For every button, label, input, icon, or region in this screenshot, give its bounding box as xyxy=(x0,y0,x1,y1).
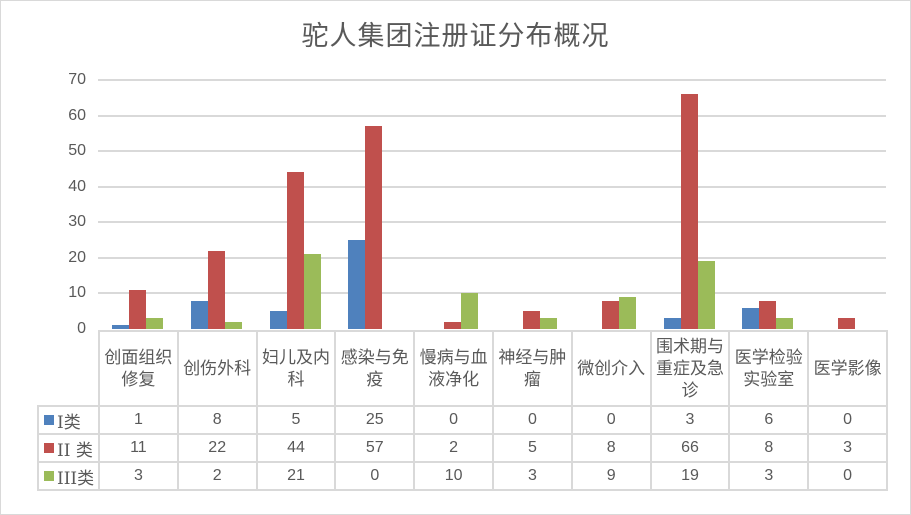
category-header: 创伤外科 xyxy=(176,330,256,405)
legend-label: I类 xyxy=(57,412,81,433)
gridline xyxy=(98,150,886,153)
bar-2 xyxy=(601,300,619,329)
category-header: 创面组织 修复 xyxy=(98,330,177,405)
category-header: 感染与免疫 xyxy=(334,330,414,405)
table-cell: 21 xyxy=(255,461,335,489)
bar-2 xyxy=(286,172,304,329)
category-header: 慢病与血 液净化 xyxy=(413,330,492,405)
legend-label: II 类 xyxy=(57,440,93,461)
table-cell: 6 xyxy=(728,405,808,433)
category-header: 妇儿及内科 xyxy=(255,330,335,405)
bar-2 xyxy=(365,126,383,329)
y-axis-tick-label: 60 xyxy=(68,106,86,124)
bar-3 xyxy=(697,261,715,329)
table-cell: 0 xyxy=(334,461,414,489)
table-cell: 0 xyxy=(413,405,492,433)
category-header: 医学检验 实验室 xyxy=(728,330,808,405)
table-cell: 5 xyxy=(255,405,335,433)
table-cell: 8 xyxy=(570,433,650,461)
y-axis-tick-label: 0 xyxy=(77,320,86,337)
bar-2 xyxy=(522,311,540,329)
y-axis-tick-label: 20 xyxy=(68,248,86,266)
bar-1 xyxy=(348,240,366,329)
legend-entry: II 类 xyxy=(37,433,98,461)
bar-1 xyxy=(111,325,129,329)
table-cell: 8 xyxy=(728,433,808,461)
category-header: 神经与肿瘤 xyxy=(492,330,571,405)
table-cell: 11 xyxy=(98,433,177,461)
chart-title: 驼人集团注册证分布概况 xyxy=(301,21,610,52)
gridline xyxy=(98,292,886,295)
table-cell: 66 xyxy=(649,433,729,461)
bar-2 xyxy=(838,318,856,329)
table-cell: 5 xyxy=(492,433,571,461)
gridline xyxy=(98,185,886,188)
bar-1 xyxy=(269,311,287,329)
y-axis-tick-label: 30 xyxy=(68,213,86,231)
table-cell: 8 xyxy=(176,405,256,433)
y-axis-tick-label: 40 xyxy=(68,177,86,195)
category-header: 医学影像 xyxy=(807,330,886,405)
bar-3 xyxy=(776,318,794,329)
table-cell: 9 xyxy=(570,461,650,489)
table-cell: 1 xyxy=(98,405,177,433)
bar-3 xyxy=(224,321,242,329)
legend-swatch-icon xyxy=(44,471,54,481)
table-cell: 0 xyxy=(570,405,650,433)
gridline xyxy=(98,256,886,259)
table-cell: 0 xyxy=(807,405,886,433)
bar-2 xyxy=(207,250,225,329)
bar-2 xyxy=(759,300,777,329)
table-border xyxy=(37,489,888,491)
gridline xyxy=(98,79,886,81)
y-axis-tick-label: 10 xyxy=(68,284,86,302)
gridline xyxy=(98,114,886,117)
legend-entry: I类 xyxy=(37,405,98,433)
legend-entry: III类 xyxy=(37,461,98,489)
bar-1 xyxy=(742,307,760,329)
bar-2 xyxy=(128,289,146,329)
bar-3 xyxy=(618,296,636,329)
bar-3 xyxy=(145,318,163,329)
table-cell: 25 xyxy=(334,405,414,433)
table-cell: 22 xyxy=(176,433,256,461)
bar-1 xyxy=(663,318,681,329)
bar-2 xyxy=(680,94,698,329)
table-cell: 3 xyxy=(492,461,571,489)
table-cell: 2 xyxy=(176,461,256,489)
legend-swatch-icon xyxy=(44,415,54,425)
table-cell: 0 xyxy=(492,405,571,433)
bar-1 xyxy=(190,300,208,329)
y-axis-tick-label: 50 xyxy=(68,142,86,160)
table-cell: 3 xyxy=(728,461,808,489)
table-cell: 19 xyxy=(649,461,729,489)
table-border xyxy=(886,330,888,491)
y-axis-tick-label: 70 xyxy=(68,71,86,88)
table-cell: 0 xyxy=(807,461,886,489)
table-cell: 3 xyxy=(98,461,177,489)
legend-swatch-icon xyxy=(44,443,54,453)
legend-label: III类 xyxy=(57,468,95,489)
table-cell: 10 xyxy=(413,461,492,489)
table-cell: 2 xyxy=(413,433,492,461)
category-header: 微创介入 xyxy=(570,330,650,405)
bar-3 xyxy=(461,293,479,329)
table-cell: 3 xyxy=(807,433,886,461)
category-header: 围术期与 重症及急诊 xyxy=(649,330,729,405)
gridline xyxy=(98,221,886,224)
bar-3 xyxy=(303,254,321,329)
bar-2 xyxy=(444,321,462,329)
table-cell: 44 xyxy=(255,433,335,461)
table-cell: 3 xyxy=(649,405,729,433)
bar-3 xyxy=(539,318,557,329)
table-cell: 57 xyxy=(334,433,414,461)
